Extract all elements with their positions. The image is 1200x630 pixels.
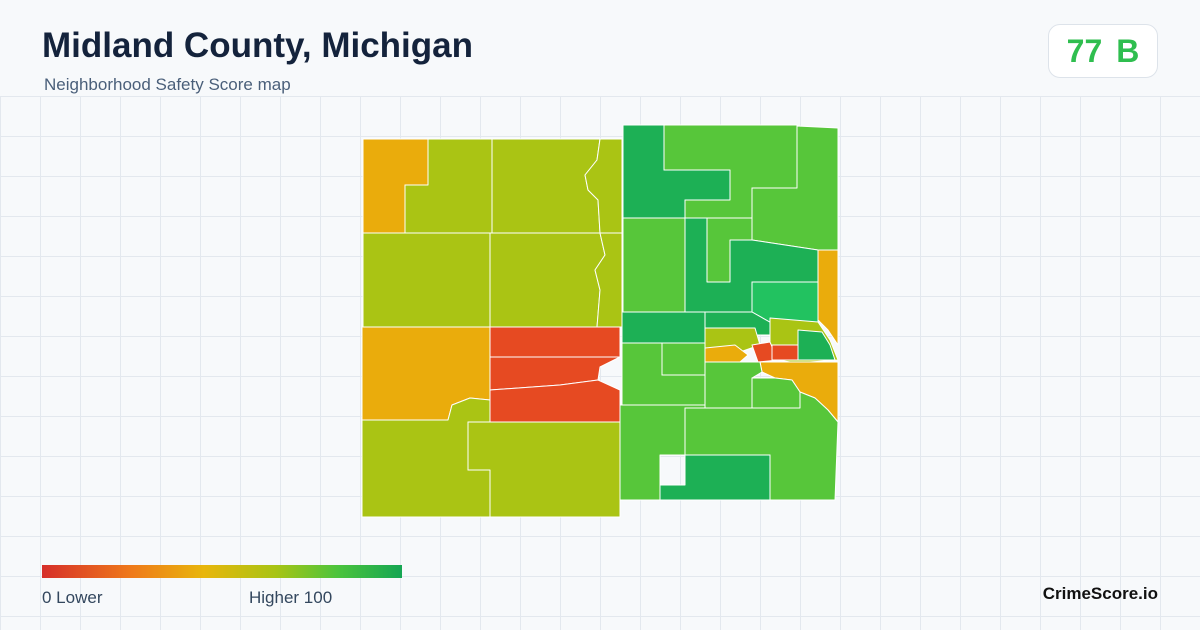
region-city-red[interactable] — [771, 344, 799, 361]
region-east-mid-1[interactable] — [621, 311, 706, 344]
region-west-lower-2[interactable] — [661, 342, 706, 376]
region-east-row2[interactable] — [594, 232, 623, 328]
page-subtitle: Neighborhood Safety Score map — [44, 75, 291, 94]
region-central-row2[interactable] — [489, 232, 606, 328]
legend-color-scale — [42, 565, 402, 578]
region-east-3[interactable] — [706, 217, 753, 283]
safety-score-badge: 77 B — [1048, 24, 1158, 78]
page-title: Midland County, Michigan — [42, 26, 473, 65]
region-east-edge[interactable] — [817, 249, 839, 346]
score-value: 77 — [1066, 32, 1103, 69]
legend-max-label: Higher 100 — [249, 588, 333, 607]
region-red-upper[interactable] — [489, 326, 621, 358]
region-city-east[interactable] — [797, 329, 836, 361]
brand-logo-text[interactable]: CrimeScore.io — [1042, 584, 1158, 603]
region-north-3[interactable] — [584, 138, 623, 234]
region-east-1[interactable] — [622, 217, 686, 313]
legend-min-label: 0 Lower — [42, 588, 103, 607]
region-north-2[interactable] — [491, 138, 601, 234]
score-grade: B — [1116, 32, 1140, 69]
region-mid-lower-2[interactable] — [751, 377, 801, 409]
region-west-row2[interactable] — [362, 232, 491, 328]
region-south-central[interactable] — [467, 421, 621, 518]
region-south-green[interactable] — [659, 454, 771, 501]
